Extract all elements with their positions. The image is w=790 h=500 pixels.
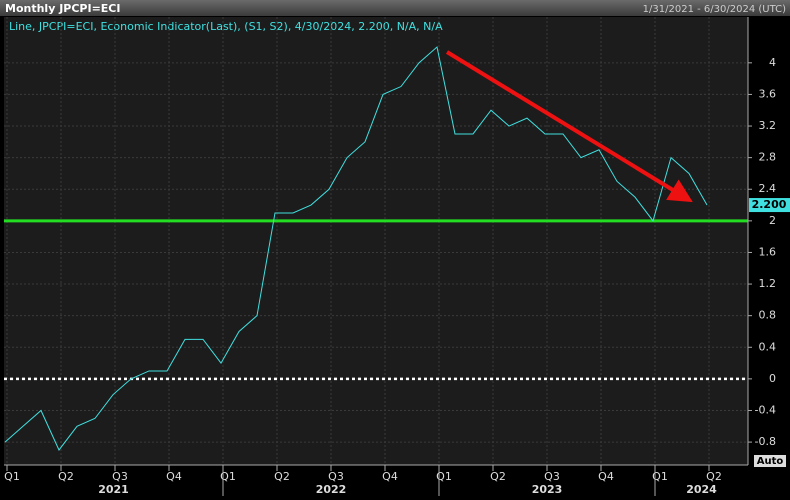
x-tick-label: Q4 xyxy=(382,470,398,483)
x-tick-label: Q3 xyxy=(544,470,560,483)
x-tick-label: Q2 xyxy=(274,470,290,483)
x-tick-label: Q2 xyxy=(706,470,722,483)
year-label: 2022 xyxy=(316,483,347,496)
trend-arrow xyxy=(445,50,693,203)
year-label: 2023 xyxy=(532,483,563,496)
y-tick-label: 0.4 xyxy=(759,340,777,353)
x-tick-label: Q2 xyxy=(58,470,74,483)
x-tick-label: Q3 xyxy=(328,470,344,483)
y-tick-label: -0.8 xyxy=(755,435,776,448)
y-tick-label: 1.6 xyxy=(759,245,777,258)
scale-mode[interactable]: Auto xyxy=(757,456,784,467)
header-bar xyxy=(0,0,790,16)
x-tick-label: Q4 xyxy=(166,470,182,483)
x-tick-label: Q4 xyxy=(598,470,614,483)
last-value-box xyxy=(749,198,790,213)
y-tick-label: 3.6 xyxy=(759,87,777,100)
chart-title: Monthly JPCPI=ECI xyxy=(5,2,120,15)
year-label: 2021 xyxy=(98,483,129,496)
y-tick-label: 1.2 xyxy=(759,277,777,290)
x-tick-label: Q1 xyxy=(220,470,236,483)
y-tick-label: 2.4 xyxy=(759,182,777,195)
plot-area xyxy=(4,17,748,465)
y-tick-label: 0.8 xyxy=(759,309,777,322)
x-tick-label: Q1 xyxy=(652,470,668,483)
x-tick-label: Q3 xyxy=(112,470,128,483)
scale-button[interactable] xyxy=(754,455,786,467)
x-tick-label: Q2 xyxy=(490,470,506,483)
last-value-label: 2.200 xyxy=(752,198,787,211)
y-tick-label: 0 xyxy=(769,372,776,385)
y-tick-label: 4 xyxy=(769,56,776,69)
legend-text: Line, JPCPI=ECI, Economic Indicator(Last… xyxy=(9,20,443,33)
date-range: 1/31/2021 - 6/30/2024 (UTC) xyxy=(643,4,786,15)
line-series xyxy=(4,46,708,451)
x-tick-label: Q1 xyxy=(4,470,20,483)
x-tick-label: Q1 xyxy=(436,470,452,483)
year-label: 2024 xyxy=(686,483,717,496)
y-tick-label: -0.4 xyxy=(755,403,776,416)
y-tick-label: 2 xyxy=(769,214,776,227)
y-tick-label: 2.8 xyxy=(759,151,777,164)
y-tick-label: 3.2 xyxy=(759,119,777,132)
